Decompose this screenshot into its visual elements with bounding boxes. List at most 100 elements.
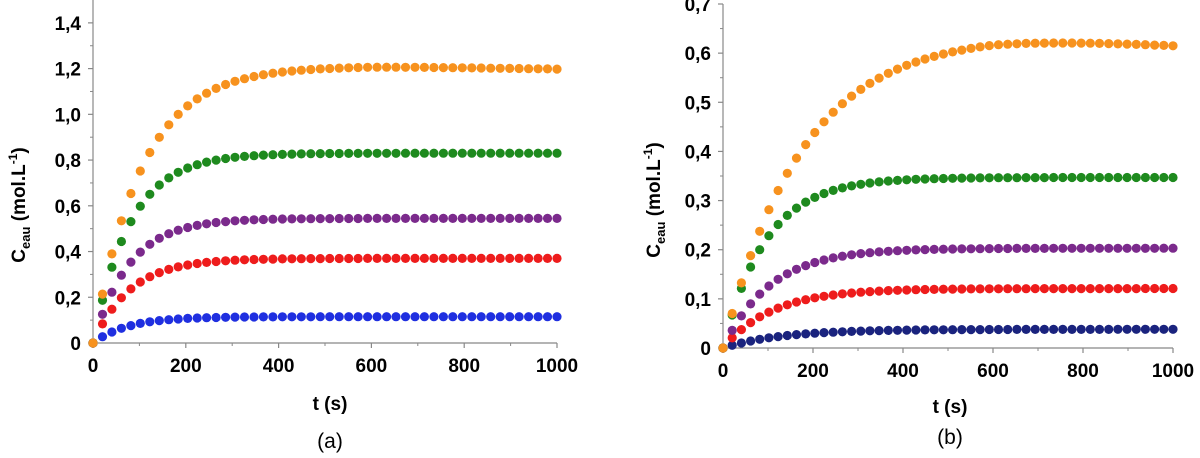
chart-a-data-point (495, 253, 505, 263)
chart-b-tick-labels: 0 0,1 0,2 0,3 0,4 0,5 0,6 0,7 0 200 400 600 800 1000 (685, 0, 1195, 382)
chart-b-data-point (819, 117, 829, 127)
chart-b-data-point (856, 287, 866, 297)
chart-a-data-point (533, 253, 543, 263)
chart-b-data-point (957, 325, 967, 335)
chart-a-data-point (533, 213, 543, 223)
chart-a-data-point (230, 216, 240, 226)
chart-b-data-point (948, 244, 958, 254)
chart-a-data-point (126, 284, 136, 294)
chart-a-data-point (287, 149, 297, 159)
chart-b-data-point (727, 325, 737, 335)
chart-a-data-point (183, 222, 193, 233)
chart-b-data-point (1021, 284, 1031, 294)
chart-a-data-point (400, 62, 411, 72)
chart-a-data-point (230, 152, 240, 162)
chart-b-data-point (1021, 324, 1031, 334)
chart-a-data-point (258, 254, 268, 264)
chart-a-data-point (344, 63, 354, 73)
chart-a-data-point (410, 312, 420, 322)
chart-a-data-point (154, 132, 164, 142)
chart-b-data-point (1140, 243, 1150, 253)
chart-a-data-point (230, 312, 240, 322)
chart-b-y-axis-label: Ceau (mol.L-1) (641, 142, 668, 257)
chart-b-data-point (1131, 324, 1141, 334)
chart-a-data-point (249, 151, 259, 161)
chart-a-x-axis-label: t (s) (313, 394, 348, 415)
chart-b-data-point (865, 287, 875, 297)
chart-a-data-point (287, 312, 297, 322)
chart-b-data-point (1150, 324, 1160, 334)
chart-a-data-point (183, 101, 193, 111)
chart-b-data-point (1094, 172, 1105, 183)
chart-b-y-tick-label: 0,7 (685, 0, 711, 16)
chart-a-data-point (183, 260, 193, 270)
chart-a-data-point (524, 312, 534, 322)
chart-b-data-point (856, 179, 866, 189)
chart-b-data-point (883, 325, 893, 335)
chart-a-data-point (145, 239, 155, 249)
chart-b-x-tick-label: 400 (887, 361, 919, 382)
chart-a-data-point (382, 148, 392, 158)
chart-a-data-point (419, 213, 429, 223)
chart-b-data-point (1076, 172, 1086, 183)
chart-a-data-point (400, 148, 411, 158)
chart-a-data-point (514, 213, 524, 223)
chart-a-data-point (344, 213, 354, 224)
chart-b-data-point (782, 300, 792, 310)
chart-b-data-point (764, 231, 774, 241)
chart-a-data-point (145, 189, 155, 199)
chart-a-data-point (448, 148, 458, 158)
chart-b-data-point (819, 291, 829, 301)
chart-b-data-point (957, 45, 967, 55)
chart-a-data-point (486, 63, 496, 73)
chart-b-y-tick-label: 0,3 (685, 192, 711, 213)
chart-a-data-point (400, 312, 411, 322)
chart-a-data-point (249, 71, 259, 82)
chart-b-data-point (856, 84, 866, 94)
chart-b-data-point (1094, 38, 1105, 49)
chart-b-x-tick-label: 600 (977, 361, 1009, 382)
chart-a-data-point (116, 270, 126, 280)
chart-a-data-point (363, 213, 373, 223)
chart-a-data-point (552, 253, 562, 263)
chart-a-data-point (448, 253, 458, 263)
chart-b: 00,10,20,30,40,50,60,70 200 400 600 800 1000 … (641, 0, 1194, 449)
chart-a-data-point (97, 319, 108, 329)
chart-b-y-tick-label: 0,2 (685, 241, 711, 262)
chart-b-data-point (911, 285, 921, 295)
chart-b-data-point (837, 289, 848, 299)
chart-b-data-point (911, 325, 921, 335)
chart-b-data-point (736, 338, 747, 348)
chart-b-data-point (1030, 38, 1040, 48)
chart-b-data-point (1067, 284, 1077, 294)
chart-a-data-point (334, 63, 344, 73)
chart-a-data-point (391, 62, 401, 72)
chart-b-data-point (1003, 173, 1013, 183)
chart-a-data-point (448, 312, 458, 322)
chart-b-data-point (746, 336, 756, 346)
chart-a-data-point (154, 180, 164, 190)
chart-a-data-point (258, 214, 268, 225)
chart-b-data-point (810, 293, 820, 303)
chart-b-data-point (993, 243, 1004, 254)
chart-b-data-point (892, 325, 903, 335)
chart-b-data-point (1085, 243, 1095, 253)
chart-b-data-point (938, 49, 949, 59)
chart-a-data-point (542, 253, 553, 263)
chart-b-data-point (1012, 324, 1022, 334)
chart-a-data-point (315, 64, 325, 74)
chart-b-data-point (929, 325, 939, 335)
chart-a-data-point (164, 229, 174, 239)
chart-a-data-point (154, 316, 164, 326)
chart-a-data-point (116, 236, 126, 247)
chart-a-data-point (533, 312, 543, 322)
chart-a-data-point (211, 155, 221, 165)
chart-b-data-point (993, 324, 1004, 335)
chart-b-data-point (1058, 243, 1068, 253)
chart-b-data-point (1049, 324, 1059, 334)
chart-b-data-point (1140, 283, 1150, 294)
chart-b-data-point (847, 288, 857, 298)
chart-b-data-point (828, 107, 838, 117)
chart-a-x-tick-label: 400 (263, 356, 295, 377)
chart-b-data-point (773, 274, 783, 284)
